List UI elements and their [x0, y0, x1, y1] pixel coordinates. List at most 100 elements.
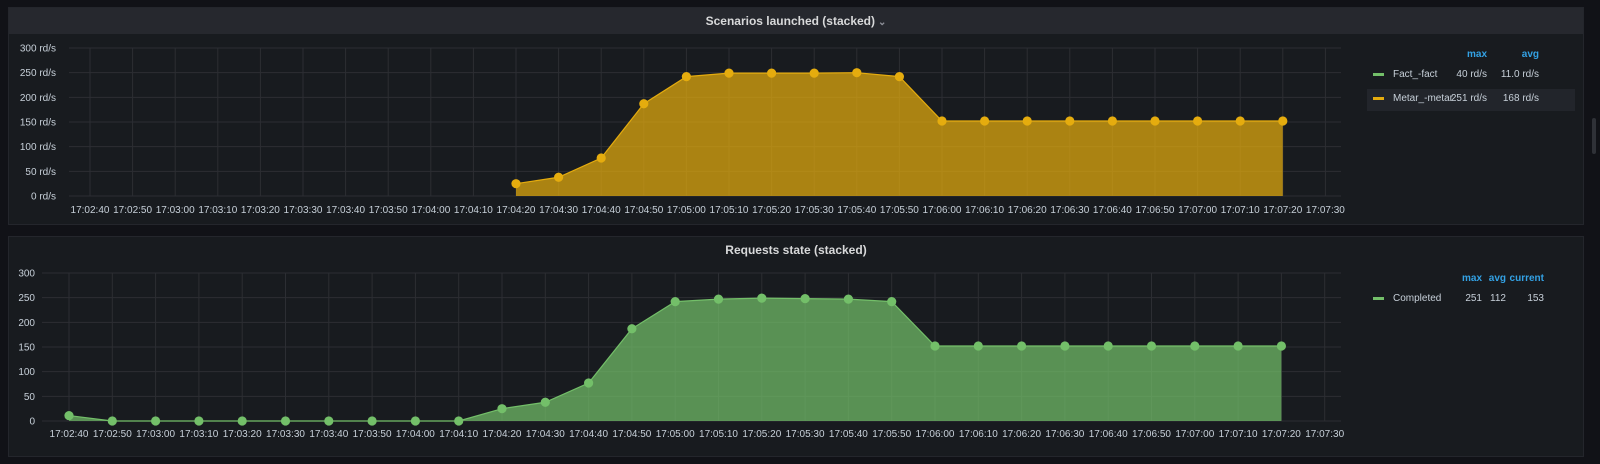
data-point [454, 416, 463, 425]
data-point [1147, 341, 1156, 350]
x-tick-label: 17:07:10 [1219, 429, 1258, 440]
x-tick-label: 17:04:50 [624, 205, 663, 216]
x-tick-label: 17:06:50 [1132, 429, 1171, 440]
x-tick-label: 17:05:50 [880, 205, 919, 216]
legend-header: max [1462, 273, 1482, 284]
data-point [1277, 341, 1286, 350]
data-point [1108, 116, 1117, 125]
scrollbar-handle[interactable] [1592, 118, 1596, 154]
data-point [1023, 116, 1032, 125]
x-tick-label: 17:05:20 [742, 429, 781, 440]
legend-series-name: Metar_-metar [1393, 93, 1454, 104]
data-point [597, 153, 606, 162]
legend-stat-value: 112 [1490, 293, 1506, 304]
x-tick-label: 17:04:30 [539, 205, 578, 216]
x-tick-label: 17:07:30 [1305, 429, 1344, 440]
x-tick-label: 17:06:10 [959, 429, 998, 440]
data-point [368, 416, 377, 425]
x-tick-label: 17:05:00 [656, 429, 695, 440]
legend-swatch [1373, 97, 1384, 100]
x-tick-label: 17:03:10 [179, 429, 218, 440]
x-tick-label: 17:03:00 [156, 205, 195, 216]
y-tick-label: 150 rd/s [20, 118, 56, 129]
x-tick-label: 17:06:50 [1136, 205, 1175, 216]
x-tick-label: 17:05:40 [837, 205, 876, 216]
data-point [895, 72, 904, 81]
requests-panel: Requests state (stacked) 0 50 100 150 200 250… [8, 236, 1584, 457]
x-tick-label: 17:03:50 [369, 205, 408, 216]
y-tick-label: 200 [18, 318, 35, 329]
x-tick-label: 17:06:30 [1045, 429, 1084, 440]
data-point [714, 295, 723, 304]
x-tick-label: 17:06:00 [923, 205, 962, 216]
data-point [108, 416, 117, 425]
data-point [1017, 341, 1026, 350]
x-tick-label: 17:04:40 [582, 205, 621, 216]
data-point [1150, 116, 1159, 125]
x-tick-label: 17:06:20 [1008, 205, 1047, 216]
x-tick-label: 17:03:40 [309, 429, 348, 440]
x-tick-label: 17:03:20 [223, 429, 262, 440]
requests-chart: 05010015020025030017:02:40 17:02:50 17:03:… [9, 237, 1585, 458]
y-tick-label: 0 rd/s [31, 192, 56, 203]
x-tick-label: 17:03:40 [326, 205, 365, 216]
x-tick-label: 17:04:00 [396, 429, 435, 440]
x-tick-label: 17:07:20 [1262, 429, 1301, 440]
x-tick-label: 17:03:00 [136, 429, 175, 440]
x-tick-label: 17:05:00 [667, 205, 706, 216]
data-point [1236, 116, 1245, 125]
x-tick-label: 17:02:40 [50, 429, 89, 440]
legend-series-name: Completed [1393, 293, 1441, 304]
data-point [852, 68, 861, 77]
data-point [1190, 341, 1199, 350]
x-tick-label: 17:05:30 [786, 429, 825, 440]
x-tick-label: 17:07:00 [1178, 205, 1217, 216]
data-point [554, 173, 563, 182]
y-tick-label: 150 [18, 343, 35, 354]
x-tick-label: 17:02:40 [71, 205, 110, 216]
x-tick-label: 17:03:30 [284, 205, 323, 216]
data-point [682, 72, 691, 81]
x-tick-label: 17:02:50 [113, 205, 152, 216]
data-point [1060, 341, 1069, 350]
y-tick-label: 100 rd/s [20, 142, 56, 153]
x-tick-label: 17:07:30 [1306, 205, 1345, 216]
x-tick-label: 17:05:10 [699, 429, 738, 440]
legend-stat-value: 153 [1527, 293, 1544, 304]
legend-header: current [1510, 273, 1545, 284]
data-point [151, 416, 160, 425]
x-tick-label: 17:07:20 [1263, 205, 1302, 216]
data-point [1193, 116, 1202, 125]
series-area [69, 298, 1281, 421]
x-tick-label: 17:04:20 [483, 429, 522, 440]
data-point [324, 416, 333, 425]
y-tick-label: 100 [18, 367, 35, 378]
data-point [1104, 341, 1113, 350]
y-tick-label: 250 rd/s [20, 68, 56, 79]
legend-stat-value: 168 rd/s [1503, 93, 1539, 104]
data-point [801, 294, 810, 303]
x-tick-label: 17:03:10 [198, 205, 237, 216]
x-tick-label: 17:04:10 [439, 429, 478, 440]
data-point [639, 99, 648, 108]
x-tick-label: 17:03:30 [266, 429, 305, 440]
x-tick-label: 17:04:20 [497, 205, 536, 216]
y-tick-label: 50 [24, 392, 36, 403]
x-tick-label: 17:02:50 [93, 429, 132, 440]
x-tick-label: 17:07:00 [1175, 429, 1214, 440]
data-point [584, 378, 593, 387]
y-tick-label: 300 [18, 269, 35, 280]
data-point [757, 294, 766, 303]
data-point [974, 341, 983, 350]
data-point [1065, 116, 1074, 125]
data-point [724, 69, 733, 78]
legend-stat-value: 40 rd/s [1456, 69, 1487, 80]
scenarios-panel: Scenarios launched (stacked) ⌄ 0 rd/s 50 r… [8, 7, 1584, 225]
x-tick-label: 17:06:00 [916, 429, 955, 440]
x-tick-label: 17:04:00 [411, 205, 450, 216]
data-point [627, 324, 636, 333]
legend-header: avg [1522, 49, 1539, 60]
x-tick-label: 17:05:10 [710, 205, 749, 216]
data-point [511, 179, 520, 188]
data-point [930, 341, 939, 350]
